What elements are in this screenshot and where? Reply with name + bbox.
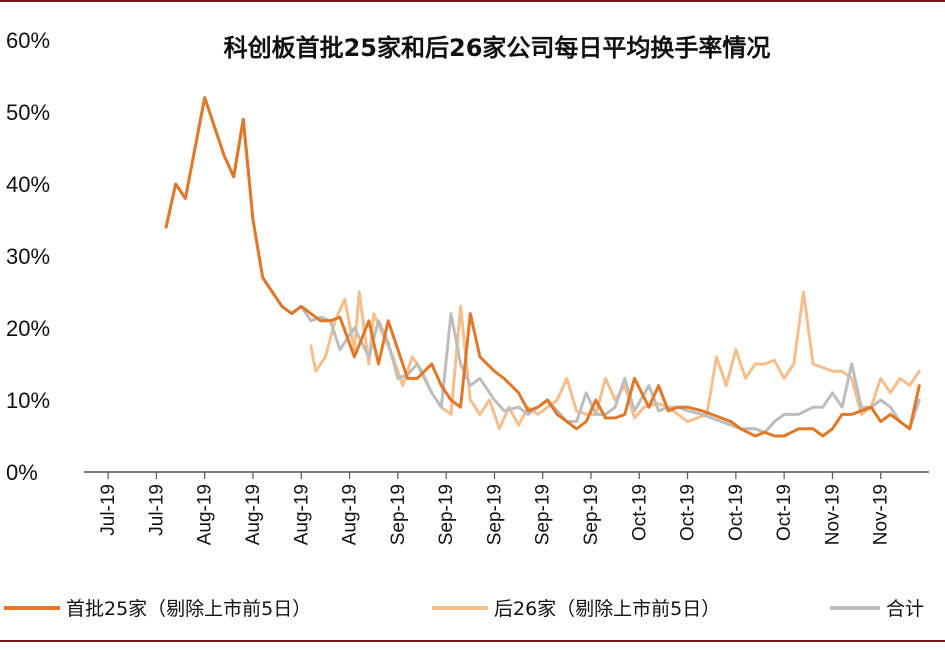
series-layer bbox=[164, 96, 921, 438]
y-axis: 0% 10% 20% 30% 40% 50% 60% bbox=[6, 28, 50, 485]
x-tick-label: Aug-19 bbox=[340, 484, 361, 545]
x-tick-label: Nov-19 bbox=[822, 484, 843, 545]
series-line-1 bbox=[309, 290, 921, 431]
x-tick-label: Sep-19 bbox=[581, 484, 602, 545]
legend-label-1: 后26家（剔除上市前5日） bbox=[494, 598, 720, 620]
bottom-border bbox=[0, 640, 945, 642]
y-tick-label: 30% bbox=[6, 244, 50, 269]
x-tick-label: Aug-19 bbox=[291, 484, 312, 545]
legend-label-0: 首批25家（剔除上市前5日） bbox=[66, 598, 311, 620]
series-line-2 bbox=[164, 96, 921, 434]
y-tick-label: 0% bbox=[6, 460, 38, 485]
x-tick-label: Oct-19 bbox=[678, 484, 699, 541]
x-tick-label: Nov-19 bbox=[871, 484, 892, 545]
y-tick-label: 20% bbox=[6, 316, 50, 341]
y-tick-label: 60% bbox=[6, 28, 50, 53]
x-tick-label: Sep-19 bbox=[388, 484, 409, 545]
y-tick-label: 10% bbox=[6, 388, 50, 413]
y-tick-label: 50% bbox=[6, 100, 50, 125]
x-tick-label: Sep-19 bbox=[533, 484, 554, 545]
x-tick-label: Jul-19 bbox=[98, 484, 119, 536]
x-tick-label: Oct-19 bbox=[629, 484, 650, 541]
series-line-0 bbox=[164, 96, 921, 438]
x-tick-label: Jul-19 bbox=[146, 484, 167, 536]
x-tick-label: Sep-19 bbox=[484, 484, 505, 545]
x-tick-label: Sep-19 bbox=[436, 484, 457, 545]
x-axis: Jul-19 Jul-19 Aug-19 Aug-19 Aug-19 Aug-19 Sep-… bbox=[84, 471, 929, 545]
legend-label-2: 合计 bbox=[886, 598, 924, 620]
x-tick-label: Oct-19 bbox=[774, 484, 795, 541]
x-tick-label: Aug-19 bbox=[243, 484, 264, 545]
x-tick-label: Aug-19 bbox=[195, 484, 216, 545]
top-border bbox=[0, 0, 945, 2]
x-tick-label: Oct-19 bbox=[726, 484, 747, 541]
y-tick-label: 40% bbox=[6, 172, 50, 197]
chart-title: 科创板首批25家和后26家公司每日平均换手率情况 bbox=[224, 34, 771, 62]
legend: 首批25家（剔除上市前5日） 后26家（剔除上市前5日） 合计 bbox=[4, 598, 924, 620]
